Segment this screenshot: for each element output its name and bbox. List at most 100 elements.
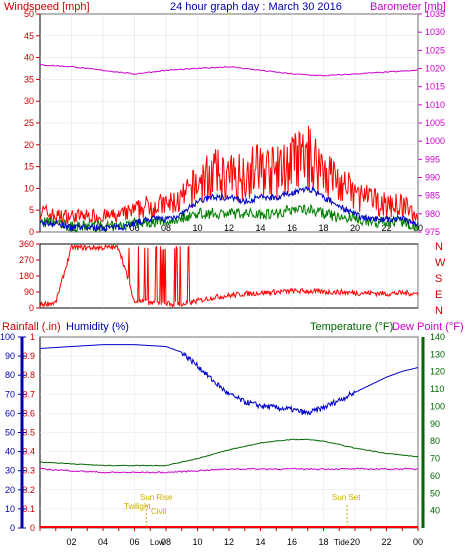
- humidity-y-tick-label: 20: [5, 485, 15, 495]
- direction-y-tick-label: 270: [19, 255, 34, 265]
- rain-y-tick-label: 0.5: [22, 428, 35, 438]
- wind-y-tick-label: 0: [29, 227, 34, 237]
- baro-y-tick-label: 980: [425, 209, 440, 219]
- weather-x-tick-label: 08: [161, 537, 171, 547]
- direction-y-tick-label: 0: [29, 303, 34, 313]
- rain-y-tick-label: 0.7: [22, 389, 35, 399]
- humidity-y-tick-label: 80: [5, 370, 15, 380]
- temperature-y-tick-label: 110: [430, 384, 444, 394]
- baro-y-tick-label: 990: [425, 173, 440, 183]
- baro-y-tick-label: 1000: [425, 136, 445, 146]
- dewpoint-line: [39, 467, 419, 474]
- humidity-y-tick-label: 40: [5, 447, 15, 457]
- direction-y-tick-label: 180: [19, 271, 34, 281]
- temperature-y-tick-label: 80: [430, 436, 440, 446]
- baro-y-tick-label: 1015: [425, 82, 445, 92]
- rain-y-tick-label: 0.6: [22, 408, 35, 418]
- barometer-axis-title: Barometer [mb]: [370, 1, 446, 13]
- sunset-label: Sun Set: [332, 493, 361, 502]
- rain-y-tick-label: 0.8: [22, 370, 35, 380]
- weather-x-tick-label: 20: [350, 537, 360, 547]
- low-tide-label: Low: [150, 538, 165, 547]
- tide-label: Tide: [334, 538, 350, 547]
- wind-gust-line: [39, 125, 419, 224]
- weather-x-tick-label: 06: [129, 537, 139, 547]
- twilight-label: Twilight: [124, 502, 151, 511]
- temperature-y-tick-label: 140: [430, 332, 445, 342]
- humidity-y-tick-label: 70: [5, 389, 15, 399]
- wind-y-tick-label: 50: [24, 9, 34, 19]
- baro-y-tick-label: 1010: [425, 100, 445, 110]
- baro-y-tick-label: 985: [425, 191, 440, 201]
- temperature-y-tick-label: 90: [430, 419, 440, 429]
- humidity-y-tick-label: 0: [10, 523, 15, 533]
- direction-compass-label: E: [435, 289, 442, 301]
- baro-y-tick-label: 1030: [425, 27, 445, 37]
- temperature-y-tick-label: 130: [430, 349, 445, 359]
- humidity-y-tick-label: 30: [5, 466, 15, 476]
- temperature-y-tick-label: 60: [430, 471, 440, 481]
- wind-x-tick-label: 08: [161, 223, 171, 233]
- temperature-y-tick-label: 40: [430, 506, 440, 516]
- rain-y-tick-label: 0.9: [22, 351, 35, 361]
- direction-y-tick-label: 90: [24, 287, 34, 297]
- wind-x-tick-label: 16: [287, 223, 297, 233]
- direction-compass-label: S: [435, 273, 442, 285]
- sunrise-label: Sun Rise: [140, 493, 173, 502]
- rain-y-tick-label: 0.2: [22, 485, 35, 495]
- direction-compass-label: W: [435, 257, 446, 269]
- weather-x-tick-label: 16: [287, 537, 297, 547]
- wind-y-tick-label: 30: [24, 96, 34, 106]
- wind-y-tick-label: 20: [24, 140, 34, 150]
- baro-y-tick-label: 1020: [425, 64, 445, 74]
- rain-y-tick-label: 0.4: [22, 447, 35, 457]
- wind-y-tick-label: 5: [29, 205, 34, 215]
- humidity-y-tick-label: 10: [5, 504, 15, 514]
- weather-x-tick-label: 02: [66, 537, 76, 547]
- wind-y-tick-label: 45: [24, 31, 34, 41]
- weather-x-tick-label: 14: [255, 537, 265, 547]
- weather-x-tick-label: 10: [192, 537, 202, 547]
- wind-x-tick-label: 22: [381, 223, 391, 233]
- civil-twilight-label: Civil: [151, 507, 166, 516]
- rain-y-tick-label: 0: [30, 523, 35, 533]
- wind-avg-line: [39, 185, 419, 232]
- humidity-axis-title: Humidity (%): [66, 321, 129, 333]
- rainfall-axis-title: Rainfall (.in): [2, 321, 61, 333]
- chart-layer: 0510152025303540455097598098599099510001…: [0, 9, 446, 547]
- wind-y-tick-label: 40: [24, 53, 34, 63]
- direction-y-tick-label: 360: [19, 239, 34, 249]
- wind-x-tick-label: 10: [192, 223, 202, 233]
- rain-y-tick-label: 0.1: [22, 504, 35, 514]
- temperature-y-tick-label: 50: [430, 488, 440, 498]
- dewpoint-axis-title: Dew Point (°F): [392, 321, 464, 333]
- humidity-y-tick-label: 60: [5, 408, 15, 418]
- chart-title: 24 hour graph day : March 30 2016: [170, 1, 342, 13]
- humidity-y-tick-label: 50: [5, 428, 15, 438]
- windspeed-axis-title: Windspeed [mph]: [4, 1, 90, 13]
- wind-x-tick-label: 12: [224, 223, 234, 233]
- wind-x-tick-label: 14: [255, 223, 265, 233]
- barometer-line: [39, 63, 419, 77]
- wind-x-tick-label: 18: [318, 223, 328, 233]
- weather-x-tick-label: 00: [413, 537, 423, 547]
- weather-x-tick-label: 04: [98, 537, 108, 547]
- temperature-y-tick-label: 100: [430, 401, 445, 411]
- humidity-y-tick-label: 90: [5, 351, 15, 361]
- weather-x-tick-label: 22: [381, 537, 391, 547]
- baro-y-tick-label: 995: [425, 154, 440, 164]
- direction-compass-label: N: [435, 305, 443, 317]
- wind-x-tick-label: 06: [129, 223, 139, 233]
- wind-y-tick-label: 15: [24, 162, 34, 172]
- baro-y-tick-label: 975: [425, 227, 440, 237]
- rain-y-tick-label: 1: [30, 332, 35, 342]
- wind-x-tick-label: 20: [350, 223, 360, 233]
- humidity-line: [39, 344, 419, 416]
- temperature-line: [39, 438, 419, 467]
- wind-y-tick-label: 35: [24, 74, 34, 84]
- temperature-axis-title: Temperature (°F): [310, 321, 393, 333]
- direction-compass-label: N: [435, 241, 443, 253]
- humidity-y-tick-label: 100: [0, 332, 15, 342]
